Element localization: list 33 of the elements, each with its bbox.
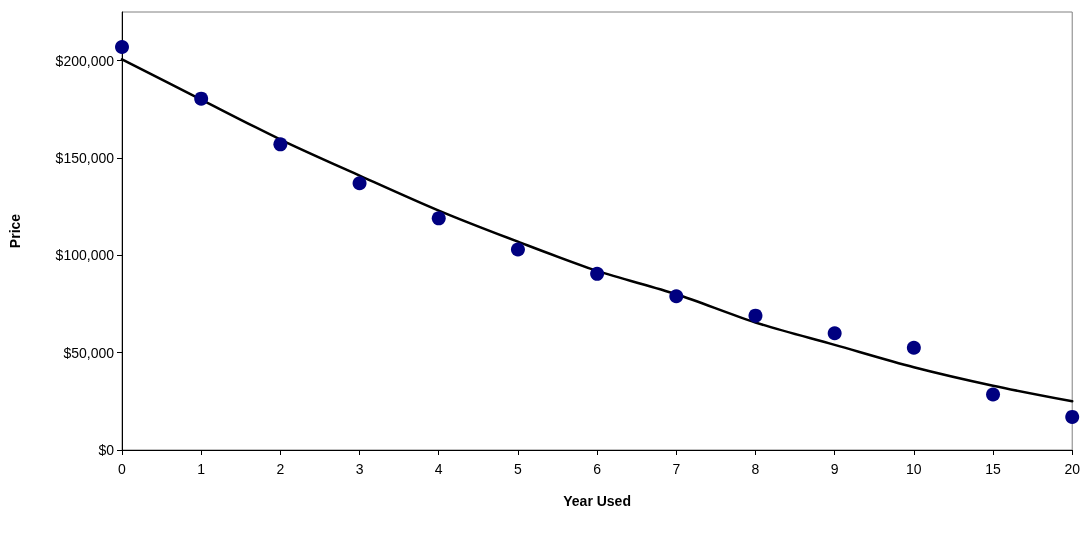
x-tick-label: 9 — [830, 461, 839, 477]
x-tick-label: 4 — [434, 461, 443, 477]
point — [748, 308, 763, 323]
x-tick-label: 1 — [197, 461, 206, 477]
point — [194, 91, 209, 106]
point — [510, 242, 525, 257]
x-tick-label: 5 — [514, 461, 523, 477]
y-tick-label: $50,000 — [63, 344, 115, 361]
x-tick-label: 6 — [593, 461, 602, 477]
point — [986, 387, 1001, 402]
point — [431, 211, 446, 226]
x-tick-label: 10 — [906, 461, 922, 477]
point — [273, 137, 288, 152]
x-tick-label: 20 — [1064, 461, 1081, 477]
y-axis-title: Price — [7, 213, 23, 249]
point — [906, 340, 921, 355]
point — [115, 40, 129, 55]
y-tick-label: $200,000 — [55, 52, 115, 69]
point — [590, 266, 605, 281]
point — [1065, 409, 1080, 424]
y-tick-label: $150,000 — [55, 150, 115, 166]
x-tick-label: 3 — [355, 461, 364, 477]
y-tick-label: $100,000 — [55, 247, 115, 264]
x-tick-label: 2 — [276, 461, 285, 477]
x-tick-label: 15 — [985, 461, 1002, 477]
x-tick-label: 8 — [751, 461, 760, 477]
y-tick-label: $0 — [98, 442, 115, 458]
x-tick-label: 0 — [118, 461, 127, 477]
point — [827, 326, 842, 341]
point — [669, 289, 684, 304]
x-axis-title: Year Used — [563, 493, 631, 509]
x-tick-label: 7 — [672, 461, 681, 477]
point — [352, 176, 367, 191]
